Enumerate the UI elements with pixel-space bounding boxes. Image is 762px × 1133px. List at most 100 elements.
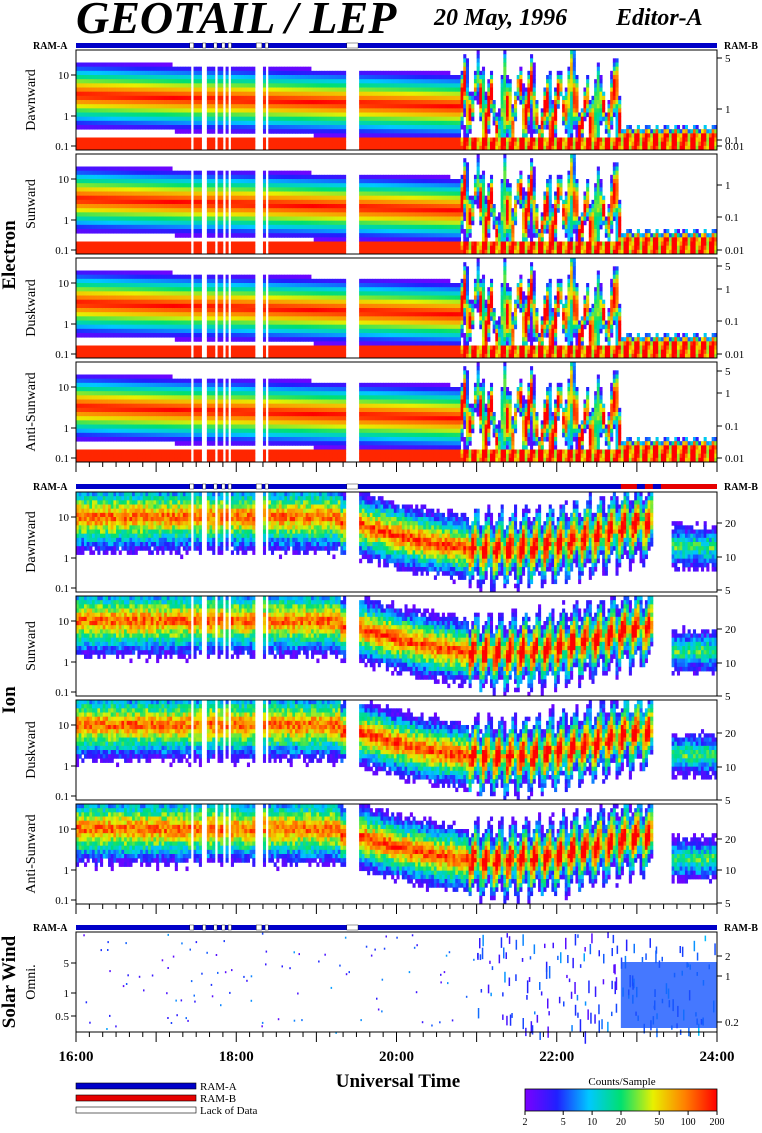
ram-b-label: RAM-B bbox=[724, 41, 758, 52]
y-tick-label-right: 0.01 bbox=[725, 349, 744, 361]
ram-a-label: RAM-A bbox=[33, 923, 68, 934]
y-tick-label-left: 1 bbox=[64, 761, 70, 773]
heatmap-cells bbox=[76, 258, 717, 358]
heatmap-cells bbox=[76, 154, 717, 254]
ram-gap-segment bbox=[256, 925, 262, 930]
y-tick-label-right: 20 bbox=[725, 624, 737, 636]
legend-label: RAM-B bbox=[200, 1093, 236, 1105]
y-tick-label-right: 1 bbox=[725, 104, 731, 116]
y-tick-label-left: 1 bbox=[64, 553, 70, 565]
panel-ylabel: Sunward bbox=[24, 179, 39, 229]
colorbar-tick-label: 200 bbox=[710, 1117, 725, 1128]
heatmap-cells bbox=[76, 700, 717, 800]
ram-gap-segment bbox=[214, 43, 217, 48]
y-tick-label-left: 1 bbox=[64, 988, 70, 1000]
ram-gap-segment bbox=[190, 43, 194, 48]
y-tick-label-right: 5 bbox=[725, 795, 731, 807]
colorbar-tick-label: 100 bbox=[681, 1117, 696, 1128]
ram-b-label: RAM-B bbox=[724, 923, 758, 934]
y-tick-label-right: 5 bbox=[725, 366, 731, 378]
y-tick-label-left: 0.1 bbox=[55, 453, 69, 465]
heatmap-cells bbox=[76, 596, 717, 696]
y-tick-label-right: 0.1 bbox=[725, 212, 739, 224]
y-tick-label-right: 20 bbox=[725, 518, 737, 530]
y-tick-label-left: 1 bbox=[64, 319, 70, 331]
panel-ylabel: Duskward bbox=[24, 279, 39, 337]
species-label: Ion bbox=[0, 686, 20, 714]
ram-gap-segment bbox=[228, 925, 231, 930]
panel-ylabel: Sunward bbox=[24, 621, 39, 671]
ram-gap-segment bbox=[265, 925, 268, 930]
ram-a-label: RAM-A bbox=[33, 41, 68, 52]
colorbar-tick-label: 2 bbox=[523, 1117, 528, 1128]
y-tick-label-left: 1 bbox=[64, 111, 70, 123]
y-tick-label-left: 10 bbox=[58, 70, 70, 82]
y-tick-label-left: 1 bbox=[64, 423, 70, 435]
y-tick-label-left: 0.1 bbox=[55, 895, 69, 907]
y-tick-label-left: 1 bbox=[64, 865, 70, 877]
y-tick-label-left: 0.1 bbox=[55, 141, 69, 153]
y-tick-label-left: 10 bbox=[58, 382, 70, 394]
legend-swatch bbox=[76, 1095, 196, 1101]
colorbar-tick-label: 10 bbox=[587, 1117, 597, 1128]
y-tick-label-right: 0.01 bbox=[725, 141, 744, 153]
legend-label: RAM-A bbox=[200, 1081, 237, 1093]
panel-ylabel: Dawnward bbox=[24, 69, 39, 130]
colorbar-tick-label: 5 bbox=[561, 1117, 566, 1128]
heatmap-cells bbox=[76, 492, 717, 592]
ram-gap-segment bbox=[190, 484, 194, 489]
x-tick-label: 24:00 bbox=[700, 1049, 735, 1065]
legend-label: Lack of Data bbox=[200, 1105, 258, 1117]
y-tick-label-right: 1 bbox=[725, 180, 731, 192]
x-tick-label: 18:00 bbox=[219, 1049, 254, 1065]
y-tick-label-right: 0.01 bbox=[725, 453, 744, 465]
panel-ylabel: Dawnward bbox=[24, 511, 39, 572]
heatmap-cells bbox=[76, 804, 717, 904]
ram-gap-segment bbox=[256, 43, 262, 48]
heatmap-cells bbox=[76, 362, 717, 462]
y-tick-label-left: 10 bbox=[58, 720, 70, 732]
y-tick-label-right: 1 bbox=[725, 971, 731, 983]
plot-title: GEOTAIL / LEP bbox=[76, 0, 397, 43]
panel-ylabel: Anti-Sunward bbox=[24, 372, 39, 451]
y-tick-label-right: 0.1 bbox=[725, 421, 739, 433]
ram-gap-segment bbox=[347, 484, 358, 489]
ram-gap-segment bbox=[228, 484, 231, 489]
ram-a-label: RAM-A bbox=[33, 482, 68, 493]
y-tick-label-right: 10 bbox=[725, 658, 737, 670]
ram-gap-segment bbox=[214, 484, 217, 489]
plot-editor: Editor-A bbox=[615, 5, 703, 31]
y-tick-label-left: 10 bbox=[58, 824, 70, 836]
y-tick-label-right: 0.2 bbox=[725, 1017, 739, 1029]
y-tick-label-right: 10 bbox=[725, 552, 737, 564]
colorbar bbox=[525, 1089, 717, 1111]
ram-gap-segment bbox=[347, 925, 358, 930]
plot-date: 20 May, 1996 bbox=[433, 5, 567, 31]
y-tick-label-right: 1 bbox=[725, 284, 731, 296]
ram-b-segment bbox=[661, 484, 717, 489]
y-tick-label-left: 10 bbox=[58, 512, 70, 524]
ram-gap-segment bbox=[214, 925, 217, 930]
ram-gap-segment bbox=[265, 484, 268, 489]
panel-ylabel: Duskward bbox=[24, 721, 39, 779]
y-tick-label-right: 20 bbox=[725, 728, 737, 740]
y-tick-label-left: 1 bbox=[64, 215, 70, 227]
y-tick-label-right: 20 bbox=[725, 834, 737, 846]
y-tick-label-right: 5 bbox=[725, 585, 731, 597]
x-axis-title: Universal Time bbox=[336, 1071, 460, 1092]
ram-gap-segment bbox=[190, 925, 194, 930]
ram-gap-segment bbox=[222, 925, 225, 930]
y-tick-label-right: 10 bbox=[725, 762, 737, 774]
ram-b-label: RAM-B bbox=[724, 482, 758, 493]
ram-gap-segment bbox=[256, 484, 262, 489]
x-tick-label: 22:00 bbox=[539, 1049, 574, 1065]
ram-gap-segment bbox=[228, 43, 231, 48]
y-tick-label-right: 0.01 bbox=[725, 245, 744, 257]
heatmap-cells bbox=[76, 50, 717, 150]
legend-swatch bbox=[76, 1083, 196, 1089]
y-tick-label-right: 10 bbox=[725, 865, 737, 877]
y-tick-label-right: 5 bbox=[725, 53, 731, 65]
ram-gap-segment bbox=[222, 484, 225, 489]
